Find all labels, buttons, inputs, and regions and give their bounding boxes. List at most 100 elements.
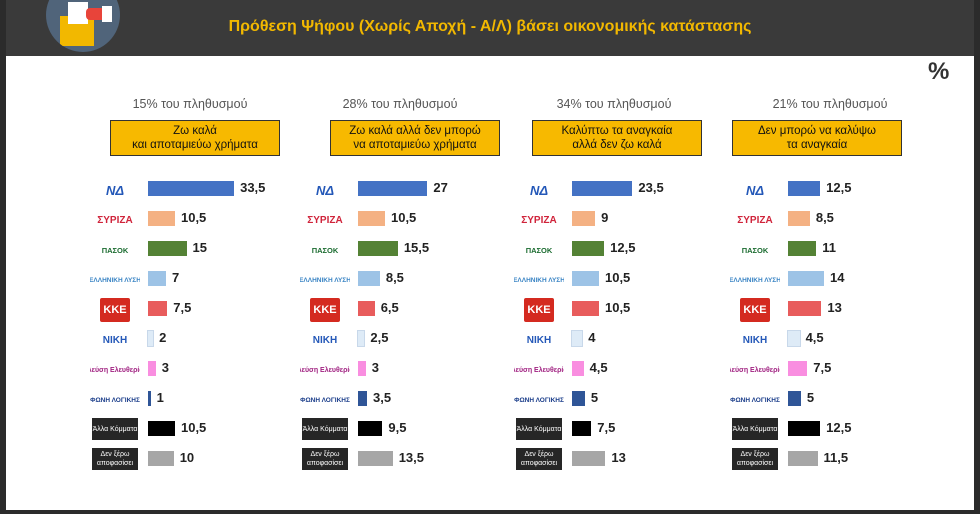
party-logo: ΦΩΝΗ ΛΟΓΙΚΗΣ bbox=[730, 396, 780, 404]
party-row: ΝΙΚΗ 2,5 bbox=[300, 328, 520, 356]
bar bbox=[572, 301, 599, 316]
bar-value-label: 12,5 bbox=[610, 240, 636, 255]
bar-value-label: 7,5 bbox=[173, 300, 192, 315]
bar bbox=[358, 241, 398, 256]
party-logo: ΝΙΚΗ bbox=[102, 334, 128, 346]
bar bbox=[788, 391, 801, 406]
bar-value-label: 33,5 bbox=[240, 180, 266, 195]
bar bbox=[788, 451, 818, 466]
bar bbox=[148, 421, 175, 436]
bar-value-label: 12,5 bbox=[826, 180, 852, 195]
header-banner: Πρόθεση Ψήφου (Χωρίς Αποχή - Α/Λ) βάσει … bbox=[6, 0, 974, 56]
party-logo: ΦΩΝΗ ΛΟΓΙΚΗΣ bbox=[90, 396, 140, 404]
party-logo: ΠΑΣΟΚ bbox=[525, 245, 553, 255]
party-logo: Άλλα Κόμματα bbox=[92, 418, 138, 440]
party-row: Δεν ξέρω αποφασίσει 10 bbox=[90, 448, 310, 476]
bar bbox=[572, 451, 606, 466]
bar-value-label: 13,5 bbox=[398, 450, 424, 465]
party-row: ΝΔ 12,5 bbox=[730, 178, 950, 206]
bar-value-label: 23,5 bbox=[638, 180, 664, 195]
bar-value-label: 13 bbox=[611, 450, 626, 465]
party-logo: ΦΩΝΗ ΛΟΓΙΚΗΣ bbox=[514, 396, 564, 404]
party-row: ΚΚΕ 10,5 bbox=[514, 298, 734, 326]
bar-value-label: 10,5 bbox=[180, 420, 207, 435]
bar bbox=[788, 421, 821, 436]
party-logo: ΝΙΚΗ bbox=[742, 334, 768, 346]
bar bbox=[572, 271, 599, 286]
bar-value-label: 9,5 bbox=[388, 420, 407, 435]
bar bbox=[358, 211, 385, 226]
bar bbox=[148, 241, 187, 256]
party-row: ΦΩΝΗ ΛΟΓΙΚΗΣ 1 bbox=[90, 388, 310, 416]
population-share-label: 21% του πληθυσμού bbox=[772, 97, 888, 111]
bar-value-label: 4 bbox=[588, 330, 596, 345]
bar bbox=[358, 361, 366, 376]
bar bbox=[358, 271, 380, 286]
bar-value-label: 7 bbox=[171, 270, 180, 285]
party-row: ΣΥΡΙΖΑ 10,5 bbox=[90, 208, 310, 236]
party-logo: ΠΑΣΟΚ bbox=[101, 245, 129, 255]
bar bbox=[788, 181, 821, 196]
party-row: ΣΥΡΙΖΑ 10,5 bbox=[300, 208, 520, 236]
party-logo: ΝΔ bbox=[529, 182, 549, 198]
party-logo: ΝΙΚΗ bbox=[312, 334, 338, 346]
bar bbox=[572, 241, 605, 256]
segment-title-box: Δεν μπορώ να καλύψω τα αναγκαία bbox=[732, 120, 902, 156]
party-logo: ΚΚΕ bbox=[524, 298, 554, 322]
bar-value-label: 14 bbox=[829, 270, 845, 285]
party-logo: ΕΛΛΗΝΙΚΗ ΛΥΣΗ bbox=[90, 276, 140, 284]
bar-value-label: 12,5 bbox=[826, 420, 852, 435]
segment-title-box: Καλύπτω τα αναγκαία αλλά δεν ζω καλά bbox=[532, 120, 702, 156]
party-logo: ΝΔ bbox=[105, 182, 125, 198]
party-logo: Άλλα Κόμματα bbox=[302, 418, 348, 440]
population-share-label: 34% του πληθυσμού bbox=[556, 97, 672, 111]
party-logo: Δεν ξέρω αποφασίσει bbox=[302, 448, 348, 470]
bar-value-label: 5 bbox=[806, 390, 815, 405]
party-logo: ΣΥΡΙΖΑ bbox=[521, 214, 557, 226]
bar bbox=[788, 211, 810, 226]
party-logo: ΠΑΣΟΚ bbox=[311, 245, 339, 255]
segment-title-box: Ζω καλά και αποταμιεύω χρήματα bbox=[110, 120, 280, 156]
bar-value-label: 8,5 bbox=[815, 210, 834, 225]
party-row: ΝΙΚΗ 4 bbox=[514, 328, 734, 356]
chart-panel: 34% του πληθυσμού Καλύπτω τα αναγκαία αλλ… bbox=[514, 0, 734, 514]
party-row: ΦΩΝΗ ΛΟΓΙΚΗΣ 3,5 bbox=[300, 388, 520, 416]
bar bbox=[356, 330, 366, 347]
bar-value-label: 10,5 bbox=[390, 210, 417, 225]
party-row: ΕΛΛΗΝΙΚΗ ΛΥΣΗ 14 bbox=[730, 268, 950, 296]
population-share-label: 28% του πληθυσμού bbox=[342, 97, 458, 111]
bar bbox=[146, 330, 155, 347]
party-row: ΕΛΛΗΝΙΚΗ ΛΥΣΗ 7 bbox=[90, 268, 310, 296]
bar-value-label: 1 bbox=[156, 390, 164, 405]
bar bbox=[148, 451, 174, 466]
party-logo: Πλεύση Ελευθερίας bbox=[90, 366, 140, 374]
bar bbox=[572, 361, 584, 376]
party-logo: ΠΑΣΟΚ bbox=[741, 245, 769, 255]
bar bbox=[148, 391, 151, 406]
party-row: ΦΩΝΗ ΛΟΓΙΚΗΣ 5 bbox=[514, 388, 734, 416]
bar bbox=[570, 330, 584, 347]
bar bbox=[358, 451, 393, 466]
party-logo: Δεν ξέρω αποφασίσει bbox=[732, 448, 778, 470]
bar-value-label: 9 bbox=[601, 210, 609, 225]
party-row: ΠΑΣΟΚ 12,5 bbox=[514, 238, 734, 266]
party-row: Άλλα Κόμματα 10,5 bbox=[90, 418, 310, 446]
party-row: ΚΚΕ 13 bbox=[730, 298, 950, 326]
bar bbox=[358, 421, 383, 436]
bar-value-label: 15,5 bbox=[403, 240, 430, 255]
party-row: ΕΛΛΗΝΙΚΗ ΛΥΣΗ 8,5 bbox=[300, 268, 520, 296]
party-row: ΝΔ 27 bbox=[300, 178, 520, 206]
party-logo: Άλλα Κόμματα bbox=[516, 418, 562, 440]
party-row: ΚΚΕ 6,5 bbox=[300, 298, 520, 326]
bar bbox=[572, 181, 633, 196]
party-row: Πλεύση Ελευθερίας 3 bbox=[300, 358, 520, 386]
bar bbox=[572, 391, 585, 406]
party-row: ΣΥΡΙΖΑ 9 bbox=[514, 208, 734, 236]
party-logo: ΕΛΛΗΝΙΚΗ ΛΥΣΗ bbox=[730, 276, 780, 284]
bar-value-label: 10,5 bbox=[604, 270, 631, 285]
party-logo: ΕΛΛΗΝΙΚΗ ΛΥΣΗ bbox=[514, 276, 564, 284]
party-row: Άλλα Κόμματα 9,5 bbox=[300, 418, 520, 446]
bar-value-label: 8,5 bbox=[385, 270, 404, 285]
bar bbox=[148, 301, 168, 316]
party-logo: Άλλα Κόμματα bbox=[732, 418, 778, 440]
